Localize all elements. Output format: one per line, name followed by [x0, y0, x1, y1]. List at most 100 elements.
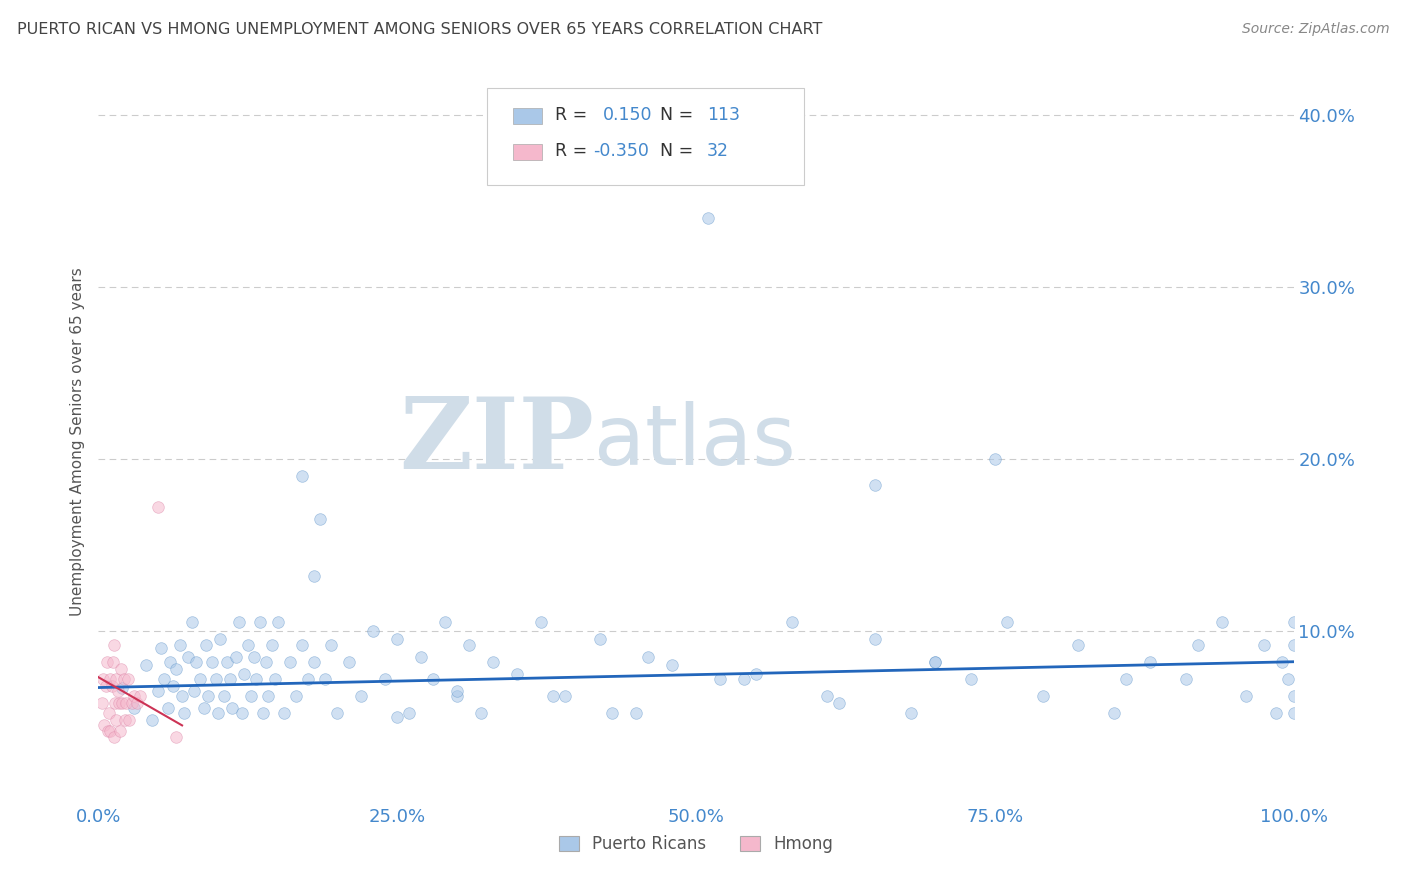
Point [1282, 689, 1305, 703]
Text: N =: N = [661, 105, 699, 124]
Point [219, 672, 242, 686]
Y-axis label: Unemployment Among Seniors over 65 years: Unemployment Among Seniors over 65 years [70, 268, 86, 615]
Point [197, 689, 219, 703]
Text: 0.150: 0.150 [603, 105, 652, 124]
Point [100, 679, 122, 693]
Text: atlas: atlas [595, 401, 796, 482]
Point [105, 672, 128, 686]
Point [1115, 672, 1137, 686]
Point [148, 684, 170, 698]
Point [709, 672, 731, 686]
Point [233, 666, 256, 681]
Point [148, 500, 170, 514]
Point [458, 638, 481, 652]
Point [153, 672, 176, 686]
Point [273, 706, 295, 721]
Point [626, 706, 648, 721]
Point [236, 638, 259, 652]
Point [697, 211, 720, 225]
Point [1282, 706, 1305, 721]
Point [201, 655, 224, 669]
Point [865, 632, 887, 647]
Point [924, 655, 946, 669]
Point [254, 655, 277, 669]
Point [110, 662, 132, 676]
FancyBboxPatch shape [486, 87, 804, 185]
Text: 113: 113 [707, 105, 740, 124]
Point [297, 672, 319, 686]
Point [374, 672, 396, 686]
Point [326, 706, 349, 721]
Point [97, 723, 120, 738]
Point [114, 713, 136, 727]
Text: R =: R = [555, 105, 593, 124]
Point [661, 658, 683, 673]
Point [193, 701, 215, 715]
Point [284, 689, 307, 703]
Point [162, 679, 184, 693]
Point [252, 706, 274, 721]
Point [108, 723, 131, 738]
Point [249, 615, 271, 630]
Point [96, 655, 118, 669]
Point [434, 615, 457, 630]
Point [209, 632, 232, 647]
Point [111, 681, 134, 695]
Point [900, 706, 922, 721]
Point [141, 713, 163, 727]
Point [124, 701, 146, 715]
Point [117, 672, 139, 686]
Point [637, 649, 659, 664]
Point [129, 689, 152, 703]
Point [240, 689, 263, 703]
Point [195, 638, 218, 652]
Point [780, 615, 803, 630]
Point [243, 649, 266, 664]
Point [302, 655, 325, 669]
Point [733, 672, 755, 686]
Text: N =: N = [661, 142, 699, 160]
Point [98, 672, 122, 686]
Point [98, 723, 122, 738]
Point [411, 649, 433, 664]
Point [291, 469, 314, 483]
Point [264, 672, 287, 686]
Point [865, 477, 887, 491]
Point [291, 638, 314, 652]
Point [124, 689, 146, 703]
Point [506, 666, 529, 681]
Point [207, 706, 229, 721]
Point [111, 696, 134, 710]
Legend: Puerto Ricans, Hmong: Puerto Ricans, Hmong [553, 828, 839, 860]
Point [165, 662, 187, 676]
Point [93, 718, 115, 732]
Point [1032, 689, 1054, 703]
Point [159, 655, 181, 669]
Text: Source: ZipAtlas.com: Source: ZipAtlas.com [1241, 22, 1389, 37]
Point [1175, 672, 1198, 686]
Point [1187, 638, 1209, 652]
Point [339, 655, 361, 669]
Point [231, 706, 253, 721]
Text: PUERTO RICAN VS HMONG UNEMPLOYMENT AMONG SENIORS OVER 65 YEARS CORRELATION CHART: PUERTO RICAN VS HMONG UNEMPLOYMENT AMONG… [17, 22, 823, 37]
Point [470, 706, 492, 721]
Point [385, 632, 409, 647]
Point [107, 684, 129, 698]
Point [257, 689, 280, 703]
Point [1282, 615, 1305, 630]
Point [446, 684, 468, 698]
Point [121, 696, 143, 710]
Point [960, 672, 983, 686]
Point [1271, 655, 1294, 669]
Point [228, 615, 250, 630]
Point [398, 706, 420, 721]
Point [149, 640, 172, 655]
Point [302, 568, 325, 582]
Point [118, 713, 141, 727]
Point [481, 655, 505, 669]
Point [1277, 672, 1299, 686]
Point [828, 696, 851, 710]
Point [103, 731, 125, 745]
Point [1234, 689, 1257, 703]
Point [1282, 638, 1305, 652]
